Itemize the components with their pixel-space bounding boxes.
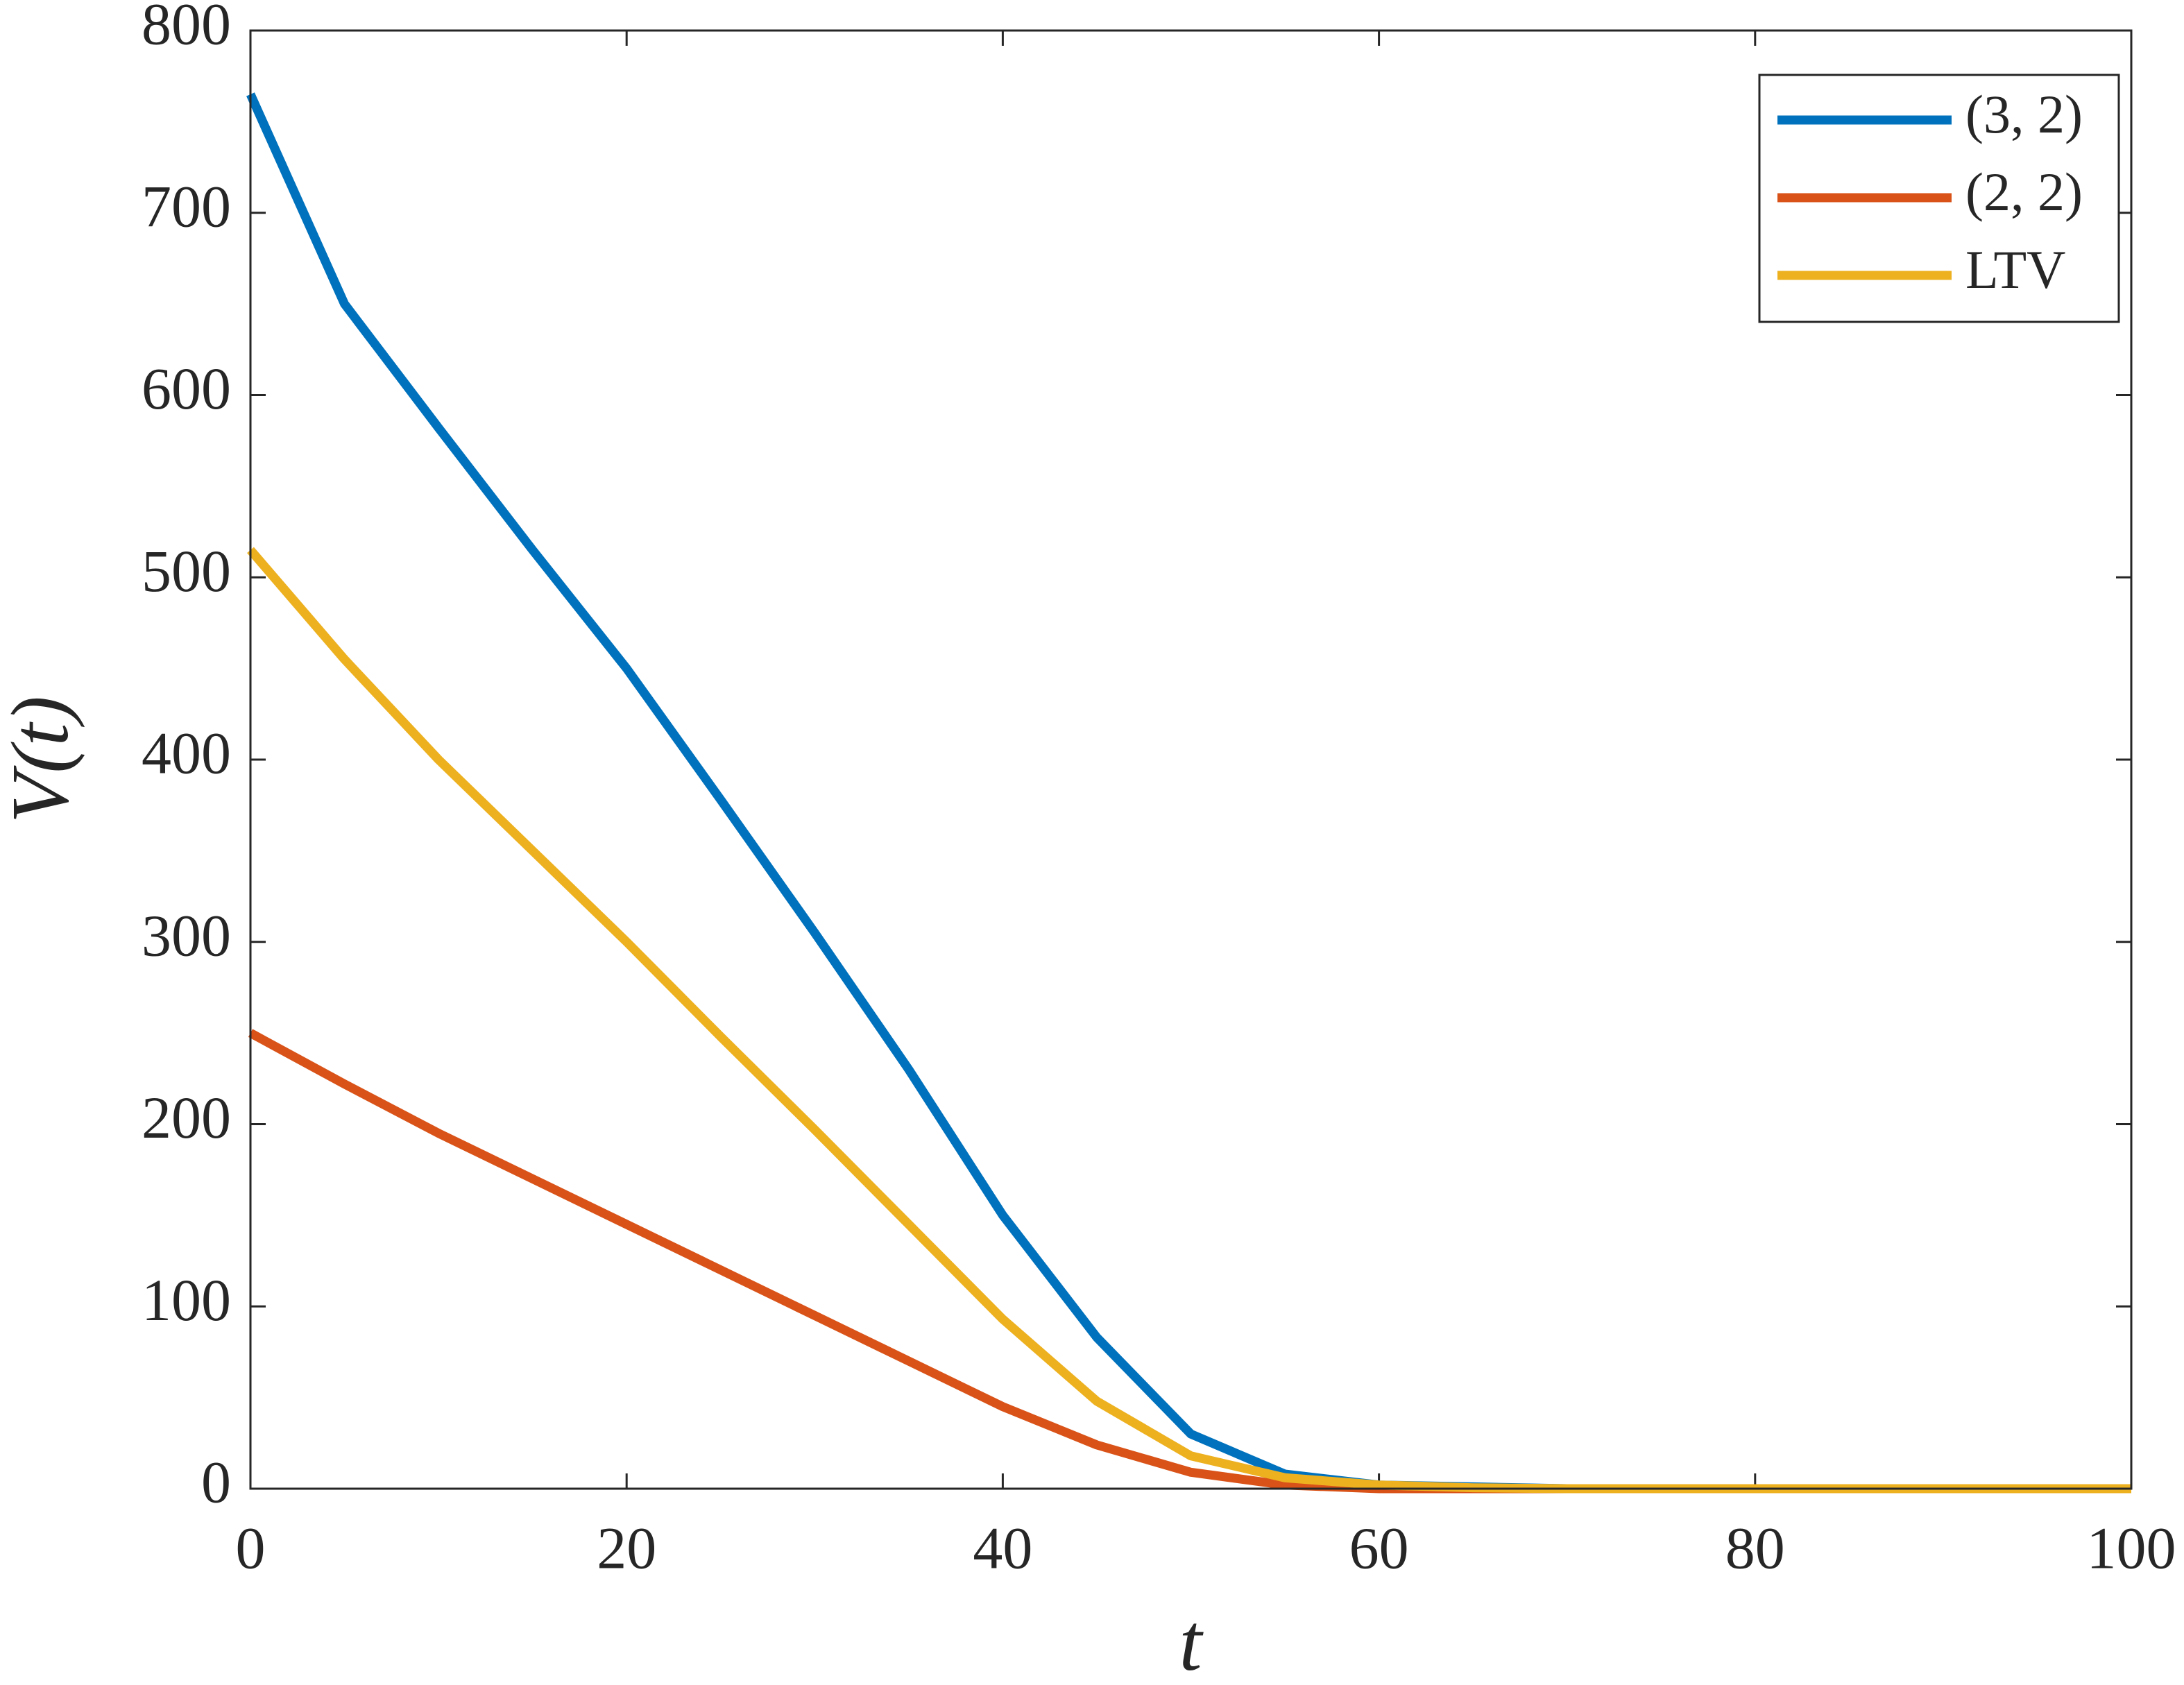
x-tick-label: 20 [597,1515,656,1582]
legend-label: (3, 2) [1965,84,2083,144]
legend-label: (2, 2) [1965,162,2083,222]
y-tick-label: 500 [142,538,231,604]
x-axis-label: t [1179,1597,1204,1685]
x-tick-label: 100 [2087,1515,2176,1582]
y-tick-label: 0 [201,1449,231,1516]
y-tick-label: 400 [142,720,231,787]
y-tick-label: 600 [142,355,231,422]
plot-frame [249,29,2133,1490]
x-tick-label: 60 [1349,1515,1409,1582]
y-tick-label: 700 [142,173,231,239]
y-tick-label: 200 [142,1084,231,1151]
y-tick-label: 100 [142,1267,231,1333]
x-tick-label: 80 [1725,1515,1785,1582]
y-tick-label: 800 [142,0,231,58]
x-tick-label: 0 [236,1515,266,1582]
y-axis-label: V(t) [0,696,85,823]
legend-label: LTV [1965,239,2065,300]
legend: (3, 2) (2, 2) LTV [1758,74,2120,323]
x-tick-label: 40 [973,1515,1032,1582]
y-tick-label: 300 [142,902,231,968]
